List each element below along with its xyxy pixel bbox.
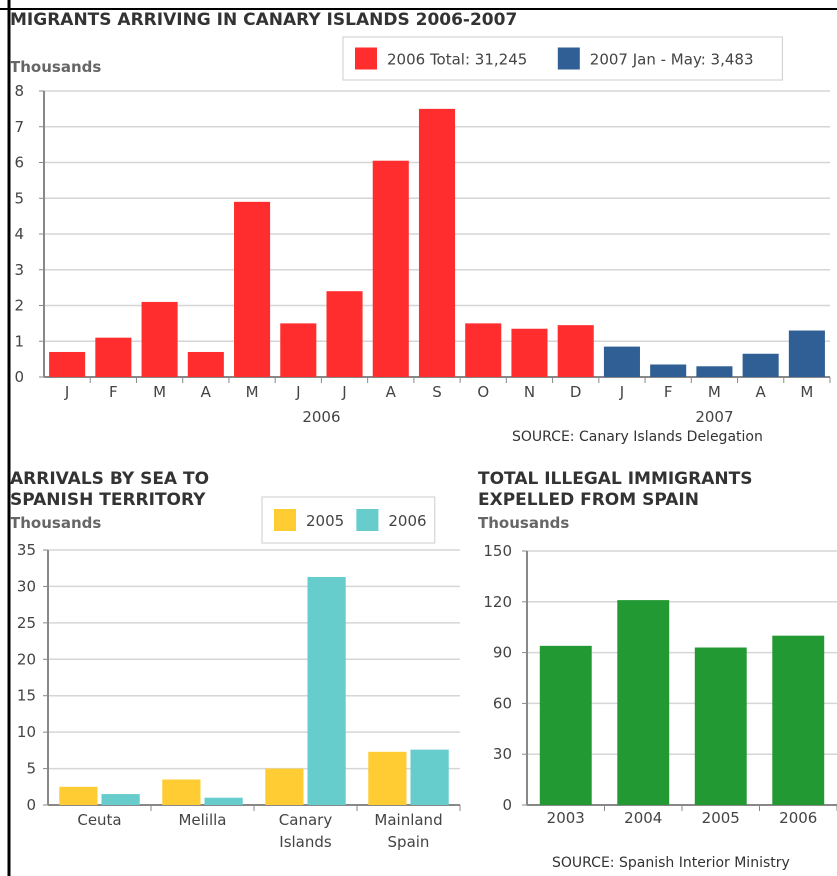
legend-swatch [274,509,296,531]
bar [418,108,456,377]
x-tick-label: D [569,383,582,401]
bar [772,635,825,805]
y-tick-label: 25 [17,614,36,632]
y-tick-label: 120 [483,593,512,611]
x-tick-label: M [245,383,259,401]
bar [650,364,687,377]
y-axis-label: Thousands [10,58,102,76]
y-tick-label: 30 [17,577,36,595]
group-label: 2007 [695,408,734,426]
bar [696,366,733,377]
x-tick-label: A [200,383,211,401]
legend-swatch [557,47,580,70]
y-tick-label: 10 [17,723,36,741]
chart-title: MIGRANTS ARRIVING IN CANARY ISLANDS 2006… [10,10,518,30]
y-axis-label: Thousands [10,514,102,532]
bar [326,291,363,377]
source-note: SOURCE: Canary Islands Delegation [512,429,763,445]
x-tick-label: M [707,383,721,401]
legend-label: 2007 Jan - May: 3,483 [590,51,754,69]
x-tick-label: M [153,383,167,401]
bar [49,351,86,377]
bar [788,330,825,377]
x-tick-label: J [619,383,625,401]
bar [368,751,407,805]
y-tick-label: 5 [14,189,24,207]
x-tick-label: 2006 [779,809,818,827]
legend-label: 2005 [306,512,344,530]
y-tick-label: 0 [14,368,24,386]
legend-label: 2006 Total: 31,245 [387,51,527,69]
bar [59,786,98,805]
x-tick-label: Melilla [178,811,227,829]
y-tick-label: 4 [14,225,24,243]
y-tick-label: 35 [17,541,36,559]
legend-swatch [356,509,379,531]
bar [162,779,201,805]
x-tick-label: O [477,383,490,401]
y-tick-label: 30 [493,745,512,763]
y-tick-label: 15 [17,687,36,705]
y-tick-label: 8 [14,82,24,100]
y-tick-label: 150 [483,542,512,560]
bar [307,576,346,805]
y-tick-label: 2 [14,297,24,315]
bar [742,353,779,377]
x-tick-label: J [296,383,301,401]
bar [95,337,132,377]
bar [694,647,747,805]
x-tick-label: A [385,383,396,401]
y-axis-label: Thousands [478,514,570,532]
bar [141,301,178,377]
x-tick-label: 2005 [701,809,740,827]
bar [557,325,594,377]
y-tick-label: 7 [14,118,24,136]
bar [410,749,449,805]
x-tick-label: S [432,383,442,401]
bar [101,794,140,805]
x-tick-label: Canary Islands [278,811,333,851]
group-label: 2006 [302,408,341,426]
x-tick-label: Mainland Spain [374,811,443,851]
bar [617,600,670,805]
x-tick-label: Ceuta [77,811,122,829]
x-tick-label: A [755,383,766,401]
y-tick-label: 1 [14,332,24,350]
x-tick-label: J [342,383,347,401]
bar [511,328,548,377]
y-tick-label: 5 [26,760,36,778]
x-tick-label: F [663,383,673,401]
x-tick-label: 2004 [624,809,663,827]
bar [539,645,592,805]
y-tick-label: 3 [14,261,24,279]
x-tick-label: F [109,383,118,401]
y-tick-label: 90 [493,644,512,662]
legend-swatch [355,47,377,70]
y-tick-label: 60 [493,694,512,712]
bar [465,323,502,377]
x-tick-label: M [800,383,814,401]
chart-title: ARRIVALS BY SEA TO SPANISH TERRITORY [10,469,210,510]
bar [603,346,640,377]
bar [265,768,304,805]
bar [234,201,271,377]
source-note: SOURCE: Spanish Interior Ministry [552,855,790,871]
bar [280,323,317,377]
bar [372,160,409,377]
x-tick-label: 2003 [546,809,585,827]
y-tick-label: 0 [26,796,36,814]
y-tick-label: 6 [14,154,24,172]
chart-title: TOTAL ILLEGAL IMMIGRANTS EXPELLED FROM S… [478,469,753,510]
x-tick-label: J [64,383,70,401]
y-tick-label: 0 [502,796,512,814]
y-tick-label: 20 [17,650,36,668]
bar [187,351,224,377]
x-tick-label: N [523,383,536,401]
legend-label: 2006 [388,512,426,530]
bar [204,797,243,805]
